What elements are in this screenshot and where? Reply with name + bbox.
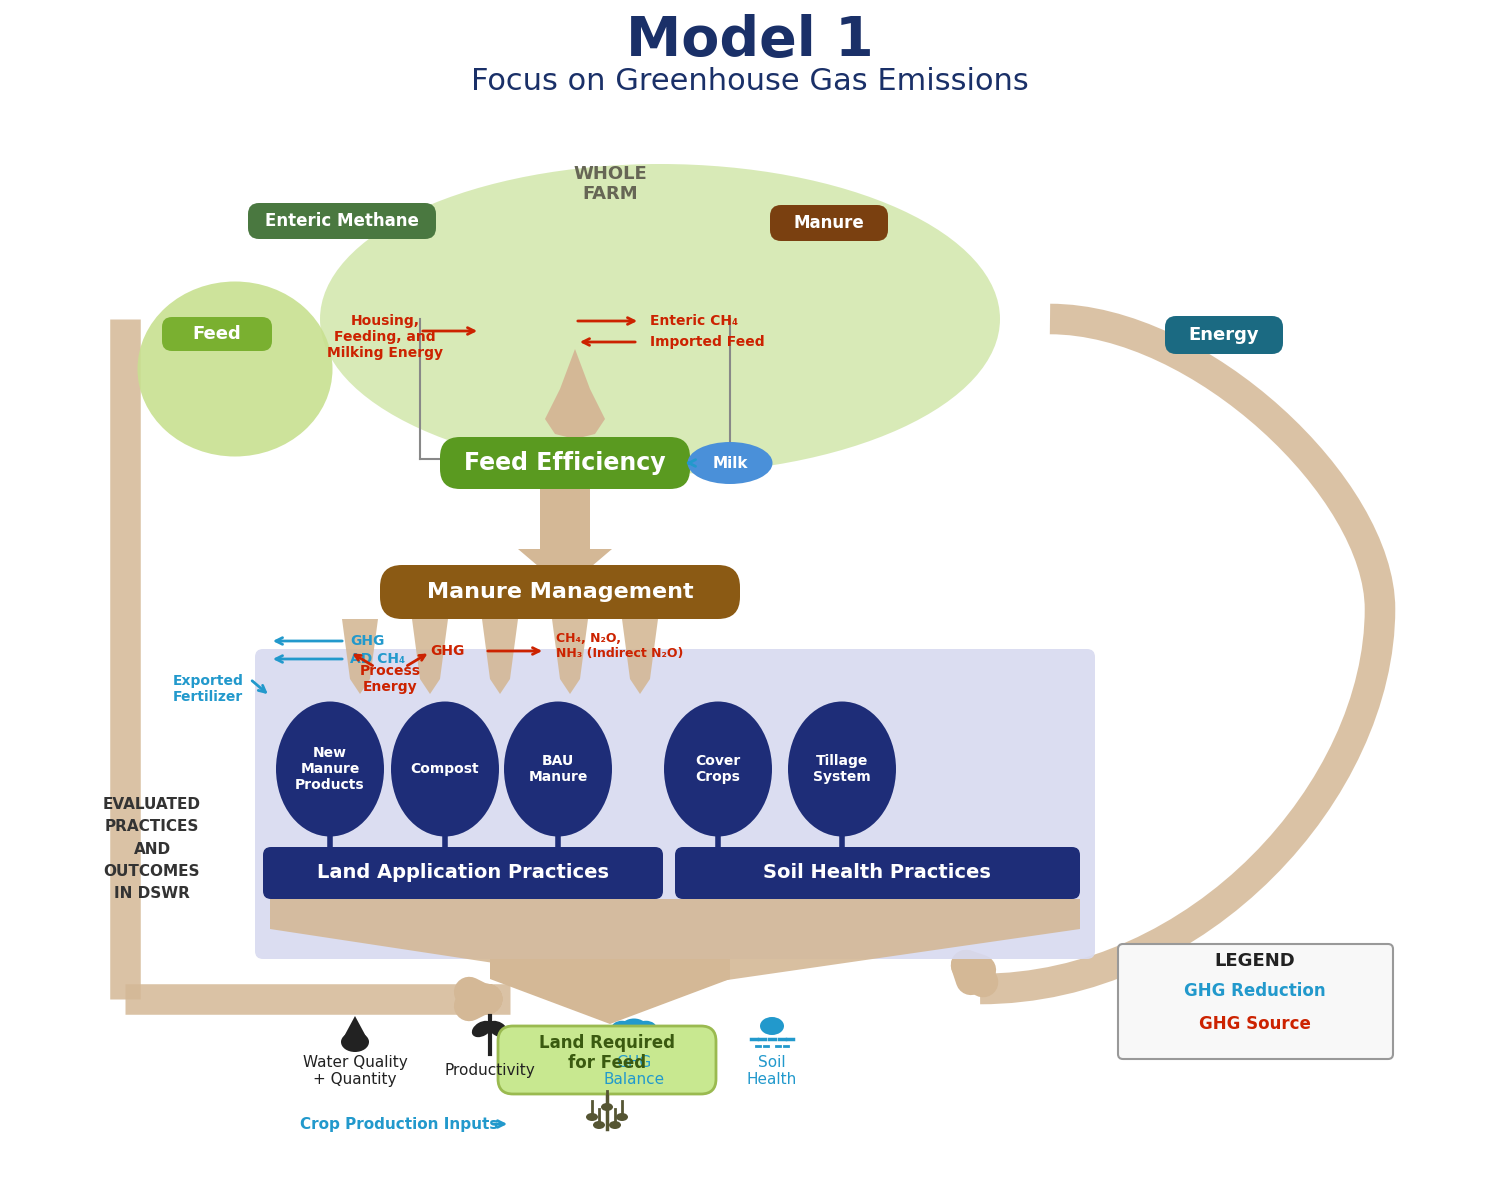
Ellipse shape (616, 1113, 628, 1121)
Ellipse shape (586, 1113, 598, 1121)
Ellipse shape (687, 442, 772, 484)
Text: Land Required
for Feed: Land Required for Feed (538, 1033, 675, 1072)
Text: Soil
Health: Soil Health (747, 1055, 796, 1087)
Polygon shape (552, 619, 588, 694)
Polygon shape (413, 619, 448, 694)
Text: New
Manure
Products: New Manure Products (296, 746, 364, 792)
Text: Milk: Milk (712, 455, 747, 471)
FancyBboxPatch shape (1118, 944, 1394, 1059)
Text: Feed: Feed (192, 325, 242, 342)
Ellipse shape (504, 702, 612, 837)
Text: GHG Reduction: GHG Reduction (1184, 982, 1326, 1000)
Polygon shape (340, 1015, 369, 1042)
Ellipse shape (392, 702, 500, 837)
Text: Productivity: Productivity (444, 1063, 536, 1078)
Ellipse shape (620, 1019, 648, 1039)
Text: Housing,
Feeding, and
Milking Energy: Housing, Feeding, and Milking Energy (327, 314, 442, 360)
Ellipse shape (472, 1021, 492, 1037)
Ellipse shape (602, 1103, 613, 1111)
Text: Manure: Manure (794, 214, 864, 232)
FancyBboxPatch shape (498, 1026, 716, 1094)
Text: Enteric Methane: Enteric Methane (266, 212, 419, 229)
Text: GHG Source: GHG Source (1198, 1015, 1311, 1033)
Polygon shape (616, 1028, 652, 1039)
Ellipse shape (788, 702, 895, 837)
Ellipse shape (138, 282, 333, 457)
FancyBboxPatch shape (248, 203, 436, 239)
Text: Crop Production Inputs: Crop Production Inputs (300, 1116, 498, 1132)
Text: Exported
Fertilizer: Exported Fertilizer (172, 674, 243, 704)
FancyBboxPatch shape (1166, 316, 1282, 354)
Text: Feed Efficiency: Feed Efficiency (464, 451, 666, 474)
Polygon shape (342, 619, 378, 694)
FancyBboxPatch shape (380, 565, 740, 619)
Polygon shape (518, 489, 612, 589)
Text: EVALUATED
PRACTICES
AND
OUTCOMES
IN DSWR: EVALUATED PRACTICES AND OUTCOMES IN DSWR (104, 797, 201, 901)
Ellipse shape (320, 164, 1001, 474)
Text: Cover
Crops: Cover Crops (696, 754, 741, 784)
Text: Focus on Greenhouse Gas Emissions: Focus on Greenhouse Gas Emissions (471, 67, 1029, 95)
Ellipse shape (592, 1121, 604, 1130)
Text: Land Application Practices: Land Application Practices (316, 863, 609, 882)
Text: Water Quality
+ Quantity: Water Quality + Quantity (303, 1055, 408, 1087)
Text: Imported Feed: Imported Feed (650, 335, 765, 350)
Polygon shape (482, 619, 518, 694)
Text: Soil Health Practices: Soil Health Practices (764, 863, 992, 882)
Text: GHG
Balance: GHG Balance (603, 1055, 664, 1087)
FancyBboxPatch shape (255, 649, 1095, 960)
Text: Process
Energy: Process Energy (360, 663, 420, 694)
Text: CH₄, N₂O,
NH₃ (Indirect N₂O): CH₄, N₂O, NH₃ (Indirect N₂O) (556, 633, 684, 660)
Text: Model 1: Model 1 (626, 14, 874, 68)
Ellipse shape (488, 1021, 508, 1037)
Ellipse shape (634, 1020, 657, 1037)
Ellipse shape (760, 1017, 784, 1034)
Text: Enteric CH₄: Enteric CH₄ (650, 314, 738, 328)
Text: LEGEND: LEGEND (1215, 952, 1296, 970)
FancyBboxPatch shape (262, 847, 663, 899)
Text: Manure Management: Manure Management (426, 581, 693, 602)
Ellipse shape (664, 702, 772, 837)
Polygon shape (544, 350, 604, 439)
Text: BAU
Manure: BAU Manure (528, 754, 588, 784)
FancyBboxPatch shape (675, 847, 1080, 899)
FancyBboxPatch shape (440, 438, 690, 489)
Text: WHOLE
FARM: WHOLE FARM (573, 164, 646, 203)
Polygon shape (622, 619, 658, 694)
FancyBboxPatch shape (770, 205, 888, 241)
Ellipse shape (610, 1020, 633, 1037)
Text: Compost: Compost (411, 762, 480, 776)
Ellipse shape (340, 1032, 369, 1052)
Text: GHG: GHG (350, 634, 384, 648)
Text: Energy: Energy (1188, 326, 1260, 344)
Text: AD CH₄: AD CH₄ (350, 652, 405, 666)
Polygon shape (270, 899, 1080, 989)
Polygon shape (490, 960, 730, 1024)
Text: Tillage
System: Tillage System (813, 754, 871, 784)
Ellipse shape (276, 702, 384, 837)
Text: GHG: GHG (430, 644, 465, 658)
Ellipse shape (609, 1121, 621, 1130)
FancyBboxPatch shape (162, 317, 272, 351)
